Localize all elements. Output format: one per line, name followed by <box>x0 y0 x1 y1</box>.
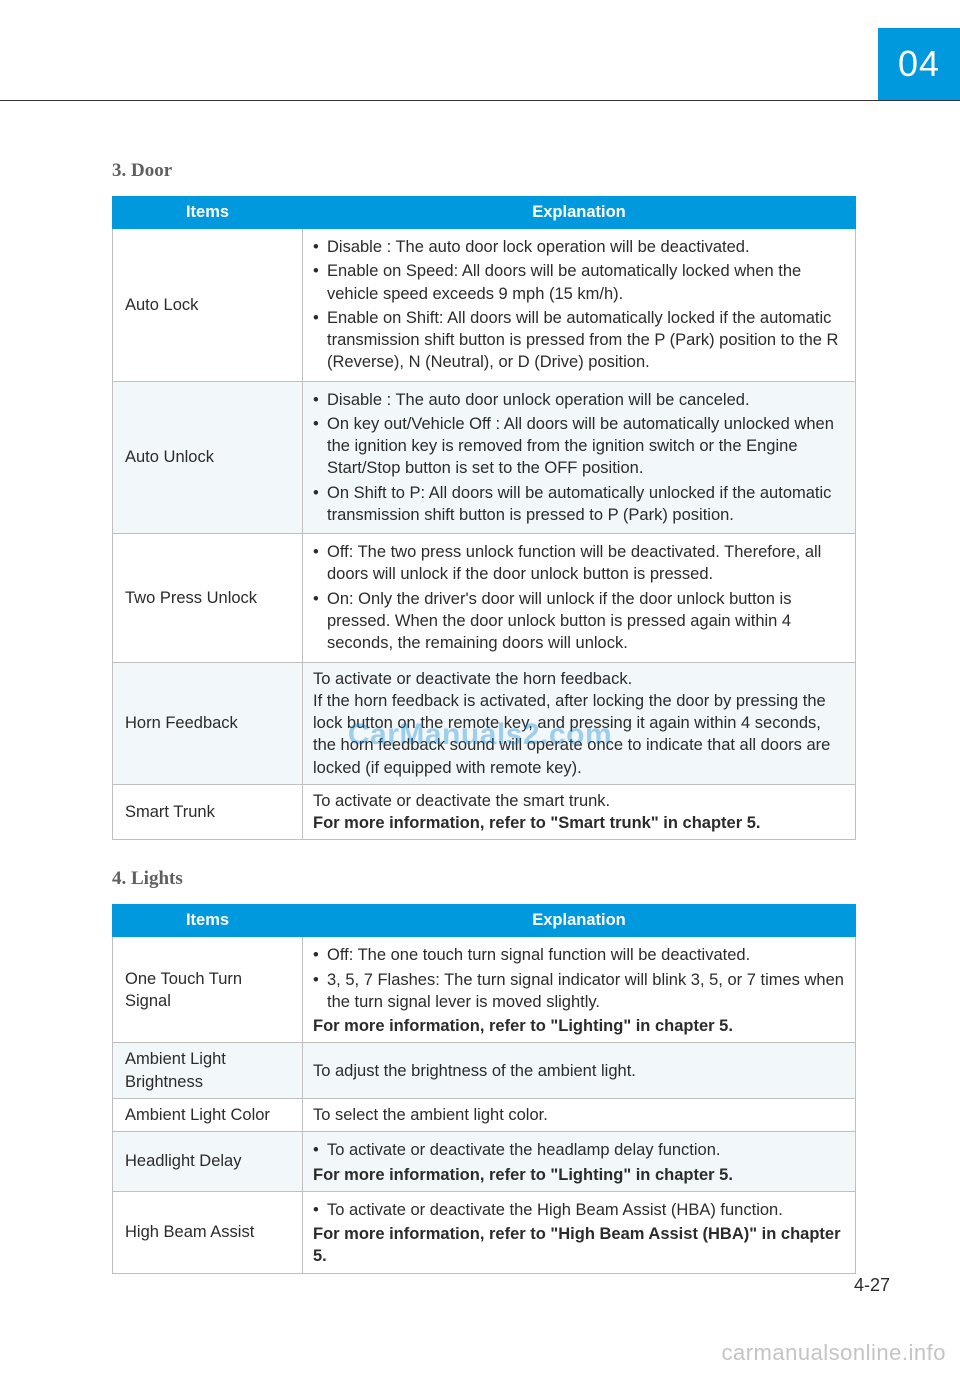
door-expl-auto-lock: Disable : The auto door lock operation w… <box>303 229 856 382</box>
lights-col-explanation: Explanation <box>303 905 856 937</box>
door-col-items: Items <box>113 197 303 229</box>
bold-note: For more information, refer to "Lighting… <box>313 1015 845 1037</box>
door-expl-two-press: Off: The two press unlock function will … <box>303 534 856 662</box>
table-row: One Touch Turn Signal Off: The one touch… <box>113 937 856 1043</box>
bold-note: For more information, refer to "Lighting… <box>313 1164 845 1186</box>
table-row: High Beam Assist To activate or deactiva… <box>113 1191 856 1273</box>
bold-note: For more information, refer to "High Bea… <box>313 1223 845 1268</box>
door-expl-smart-trunk: To activate or deactivate the smart trun… <box>303 784 856 840</box>
lights-expl-ambient-brightness: To adjust the brightness of the ambient … <box>303 1043 856 1099</box>
lights-item-turn-signal: One Touch Turn Signal <box>113 937 303 1043</box>
door-table: Items Explanation Auto Lock Disable : Th… <box>112 196 856 840</box>
top-rule <box>0 100 960 101</box>
content: 3. Door Items Explanation Auto Lock Disa… <box>112 160 856 1274</box>
table-row: Auto Lock Disable : The auto door lock o… <box>113 229 856 382</box>
lights-item-ambient-color: Ambient Light Color <box>113 1098 303 1131</box>
door-col-explanation: Explanation <box>303 197 856 229</box>
spacer <box>112 840 856 868</box>
section-heading-lights: 4. Lights <box>112 868 856 890</box>
door-expl-auto-unlock: Disable : The auto door unlock operation… <box>303 381 856 534</box>
door-item-two-press: Two Press Unlock <box>113 534 303 662</box>
table-row: Horn Feedback To activate or deactivate … <box>113 662 856 784</box>
bullet: Enable on Speed: All doors will be autom… <box>313 260 845 305</box>
page-number: 4-27 <box>854 1275 890 1296</box>
section-heading-door: 3. Door <box>112 160 856 182</box>
lights-item-headlight-delay: Headlight Delay <box>113 1132 303 1192</box>
bullet: Disable : The auto door unlock operation… <box>313 389 845 411</box>
lights-col-items: Items <box>113 905 303 937</box>
bold-note: For more information, refer to "Smart tr… <box>313 814 760 832</box>
door-item-horn: Horn Feedback <box>113 662 303 784</box>
lights-expl-high-beam: To activate or deactivate the High Beam … <box>303 1191 856 1273</box>
bullet: On key out/Vehicle Off : All doors will … <box>313 413 845 480</box>
lights-expl-turn-signal: Off: The one touch turn signal function … <box>303 937 856 1043</box>
footer-site: carmanualsonline.info <box>721 1340 946 1366</box>
table-row: Ambient Light Brightness To adjust the b… <box>113 1043 856 1099</box>
bullet: 3, 5, 7 Flashes: The turn signal indicat… <box>313 969 845 1014</box>
table-row: Smart Trunk To activate or deactivate th… <box>113 784 856 840</box>
text: To activate or deactivate the smart trun… <box>313 792 610 810</box>
table-row: Two Press Unlock Off: The two press unlo… <box>113 534 856 662</box>
page: 04 3. Door Items Explanation Auto Lock D… <box>0 0 960 1374</box>
door-item-smart-trunk: Smart Trunk <box>113 784 303 840</box>
table-row: Auto Unlock Disable : The auto door unlo… <box>113 381 856 534</box>
lights-item-ambient-brightness: Ambient Light Brightness <box>113 1043 303 1099</box>
table-row: Headlight Delay To activate or deactivat… <box>113 1132 856 1192</box>
bullet: To activate or deactivate the High Beam … <box>313 1199 845 1221</box>
lights-expl-headlight-delay: To activate or deactivate the headlamp d… <box>303 1132 856 1192</box>
lights-table: Items Explanation One Touch Turn Signal … <box>112 904 856 1273</box>
bullet: Enable on Shift: All doors will be autom… <box>313 307 845 374</box>
bullet: To activate or deactivate the headlamp d… <box>313 1139 845 1161</box>
lights-item-high-beam: High Beam Assist <box>113 1191 303 1273</box>
lights-expl-ambient-color: To select the ambient light color. <box>303 1098 856 1131</box>
table-row: Ambient Light Color To select the ambien… <box>113 1098 856 1131</box>
bullet: Off: The one touch turn signal function … <box>313 944 845 966</box>
chapter-tab: 04 <box>878 28 960 100</box>
bullet: Off: The two press unlock function will … <box>313 541 845 586</box>
bullet: On: Only the driver's door will unlock i… <box>313 588 845 655</box>
door-item-auto-unlock: Auto Unlock <box>113 381 303 534</box>
bullet: On Shift to P: All doors will be automat… <box>313 482 845 527</box>
door-expl-horn: To activate or deactivate the horn feedb… <box>303 662 856 784</box>
door-item-auto-lock: Auto Lock <box>113 229 303 382</box>
bullet: Disable : The auto door lock operation w… <box>313 236 845 258</box>
